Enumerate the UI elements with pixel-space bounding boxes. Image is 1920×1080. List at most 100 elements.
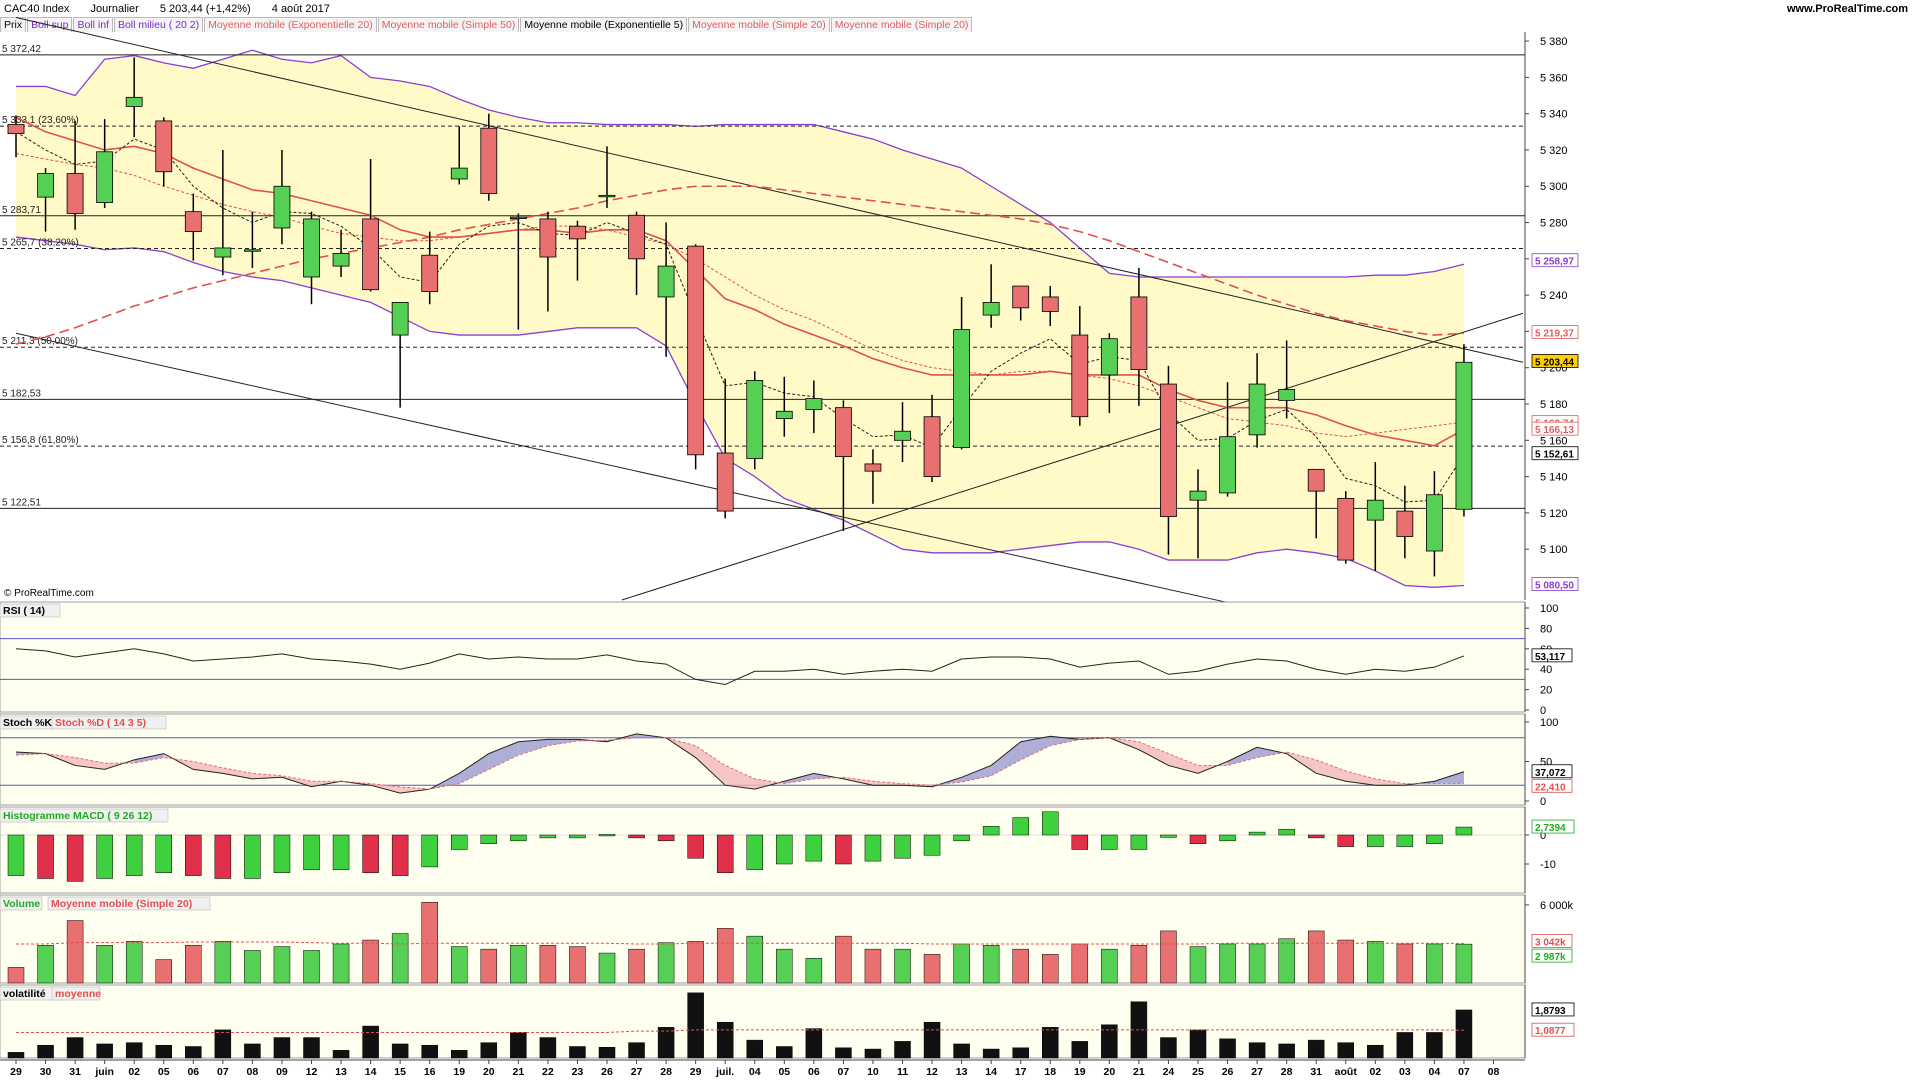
volatility-value-tag	[1531, 1002, 1575, 1017]
legend-item[interactable]: Moyenne mobile (Simple 50)	[377, 17, 520, 33]
x-tick-label: 19	[1074, 1066, 1086, 1078]
level-label: 5 265,7 (38,20%)	[2, 237, 79, 248]
volume-bar	[451, 946, 468, 984]
stoch-fill	[1020, 736, 1051, 760]
macd-bar	[1278, 828, 1295, 836]
macd-bar	[776, 834, 793, 865]
legend-item[interactable]: Moyenne mobile (Exponentielle 5)	[520, 17, 688, 33]
volume-value-tag-label: 2 987k	[1535, 952, 1566, 963]
macd-bar	[155, 834, 172, 873]
candle-body	[716, 452, 734, 512]
candle-body	[509, 216, 527, 219]
candle-body	[1278, 389, 1296, 401]
volume-bar	[628, 948, 645, 984]
macd-bar	[273, 834, 291, 873]
level-label: 5 156,8 (61,80%)	[2, 435, 79, 446]
volume-bar	[776, 948, 793, 984]
volume-bar	[155, 959, 172, 984]
stoch-fill	[1138, 741, 1169, 766]
volume-bar	[923, 954, 941, 984]
candle-body	[214, 247, 232, 258]
trendline	[621, 312, 1524, 601]
macd-bar	[303, 834, 320, 871]
period-label: Journalier	[90, 3, 139, 15]
volume-bar	[894, 948, 911, 984]
volume-bar	[362, 939, 379, 984]
candle-body	[391, 301, 409, 336]
candle-body	[362, 218, 380, 291]
candle-body	[598, 194, 616, 198]
volume-bar	[480, 948, 498, 984]
volatility-bar	[805, 1028, 823, 1059]
x-tick-label: 15	[394, 1066, 406, 1078]
level-label: 5 122,51	[2, 497, 41, 508]
volume-bar	[1189, 946, 1207, 984]
volatility-bar	[1189, 1029, 1207, 1059]
price-value-tag-label: 5 219,37	[1535, 329, 1574, 340]
x-tick-label: 20	[1104, 1066, 1116, 1078]
volume-ma-tag	[1531, 934, 1573, 948]
x-tick-label: 29	[690, 1066, 702, 1078]
trendline	[15, 16, 1524, 363]
candle-body	[687, 245, 705, 456]
x-tick-label: 14	[985, 1066, 997, 1078]
x-tick-label: 14	[365, 1066, 377, 1078]
stoch-fill	[1050, 736, 1080, 746]
x-tick-label: 12	[926, 1066, 938, 1078]
level-label: 5 182,53	[2, 388, 41, 399]
volume-label-box	[0, 896, 43, 911]
macd-bar	[1455, 826, 1473, 836]
macd-bar	[1012, 817, 1029, 836]
volatility-bar	[66, 1037, 84, 1059]
volatility-bar	[510, 1032, 527, 1059]
level-label: 5 211,3 (50,00%)	[2, 336, 78, 347]
x-tick-label: 09	[276, 1066, 288, 1078]
legend-item[interactable]: Moyenne mobile (Exponentielle 20)	[204, 17, 377, 33]
volatility-bar	[1160, 1037, 1177, 1059]
candle-body	[1248, 383, 1266, 436]
rsi-label: RSI ( 14)	[3, 605, 45, 617]
candle-body	[1041, 296, 1059, 312]
x-tick-label: 07	[1458, 1066, 1470, 1078]
volatility-bar	[1042, 1027, 1059, 1059]
stoch-d-line	[15, 737, 1464, 790]
stoch-fill	[1345, 770, 1376, 786]
macd-bar	[332, 834, 350, 871]
price-value-tag-label: 5 258,97	[1535, 257, 1574, 268]
macd-label: Histogramme MACD ( 9 26 12)	[3, 810, 152, 822]
chart-header: CAC40 Index Journalier 5 203,44 (+1,42%)…	[0, 0, 1920, 18]
volume-bar	[1426, 943, 1443, 984]
legend-item[interactable]: Moyenne mobile (Simple 20)	[830, 17, 973, 33]
x-tick-label: 06	[187, 1066, 199, 1078]
price-value-tag	[1531, 421, 1579, 436]
stoch-fill	[991, 741, 1021, 776]
x-tick-label: 27	[1251, 1066, 1263, 1078]
x-tick-label: 04	[749, 1066, 761, 1078]
macd-value-tag	[1531, 819, 1575, 834]
volume-bar	[1071, 943, 1089, 984]
x-tick-label: 18	[1044, 1066, 1056, 1078]
x-tick-label: 21	[513, 1066, 525, 1078]
x-tick-label: 16	[424, 1066, 436, 1078]
stoch-fill	[1434, 771, 1464, 784]
x-axis-bg	[0, 1060, 1920, 1080]
x-tick-label: 05	[778, 1066, 790, 1078]
volume-bar	[1160, 930, 1177, 984]
candle-body	[1130, 296, 1148, 370]
stoch-k-tag	[1531, 764, 1573, 779]
x-tick-label: 04	[1429, 1066, 1441, 1078]
volume-ma-line	[16, 941, 1464, 945]
volatility-bar	[1219, 1038, 1236, 1059]
macd-bar	[982, 826, 1000, 836]
stoch-fill	[725, 765, 755, 790]
volatility-ma-label: moyenne	[55, 988, 101, 1000]
price-value-tag	[1531, 577, 1579, 591]
macd-bar	[1307, 834, 1325, 839]
rsi-value-tag-label: 53,117	[1535, 652, 1565, 663]
candle-body	[303, 218, 320, 278]
rsi-panel-bg	[0, 601, 1526, 713]
macd-bar	[864, 834, 882, 862]
x-tick-label: 27	[631, 1066, 643, 1078]
stoch-d-label: Stoch %D ( 14 3 5)	[55, 717, 146, 729]
macd-bar	[362, 834, 379, 873]
